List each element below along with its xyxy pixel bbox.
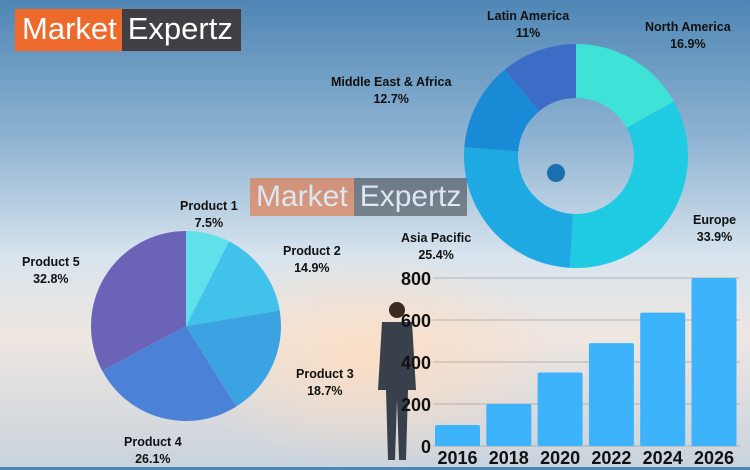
donut-label-north-america: North America 16.9% xyxy=(645,20,731,51)
y-tick-label: 800 xyxy=(401,269,431,289)
donut-slice-asia-pacific xyxy=(464,147,573,268)
x-tick-label: 2020 xyxy=(540,448,580,467)
donut-label-asia-pacific: Asia Pacific 25.4% xyxy=(401,231,472,262)
logo: Market Expertz xyxy=(15,9,241,51)
y-tick-label: 0 xyxy=(421,437,431,457)
pie-label-product-5: Product 5 32.8% xyxy=(22,255,80,286)
x-tick-label: 2016 xyxy=(437,448,477,467)
logo-part1: Market xyxy=(15,9,122,51)
pie-slice-product-3 xyxy=(186,310,281,407)
y-tick-label: 600 xyxy=(401,311,431,331)
bar-2018 xyxy=(486,404,532,446)
logo-part2: Expertz xyxy=(121,9,241,51)
bar-2024 xyxy=(640,312,686,446)
donut-slice-north-america xyxy=(576,44,674,128)
watermark-logo: Market Expertz xyxy=(250,178,468,216)
bar-2020 xyxy=(537,372,583,446)
y-tick-label: 200 xyxy=(401,395,431,415)
donut-slice-middle-east-africa xyxy=(464,69,539,152)
pie-label-product-4: Product 4 26.1% xyxy=(124,435,182,466)
pie-slice-product-1 xyxy=(186,231,230,326)
y-tick-label: 400 xyxy=(401,353,431,373)
x-tick-label: 2022 xyxy=(591,448,631,467)
watermark-part2: Expertz xyxy=(353,178,468,216)
pie-label-product-1: Product 1 7.5% xyxy=(180,199,238,230)
x-tick-label: 2026 xyxy=(694,448,734,467)
watermark-part1: Market xyxy=(250,178,354,216)
donut-label-middle-east-africa: Middle East & Africa 12.7% xyxy=(331,75,452,106)
map-node xyxy=(547,164,565,182)
bar-2016 xyxy=(435,425,480,446)
x-tick-label: 2024 xyxy=(643,448,683,467)
pie-label-product-2: Product 2 14.9% xyxy=(283,244,341,275)
pie-slice-product-4 xyxy=(102,326,237,421)
bar-2022 xyxy=(588,343,634,446)
donut-label-latin-america: Latin America 11% xyxy=(487,9,570,40)
pie-slice-product-2 xyxy=(186,241,280,326)
donut-slice-europe xyxy=(570,101,689,269)
x-tick-label: 2018 xyxy=(489,448,529,467)
pie-slice-product-5 xyxy=(91,231,186,371)
donut-label-europe: Europe 33.9% xyxy=(693,213,737,244)
donut-slice-latin-america xyxy=(504,44,576,112)
businessman-figure xyxy=(372,300,422,467)
pie-label-product-3: Product 3 18.7% xyxy=(296,367,354,398)
bar-2026 xyxy=(691,278,737,446)
